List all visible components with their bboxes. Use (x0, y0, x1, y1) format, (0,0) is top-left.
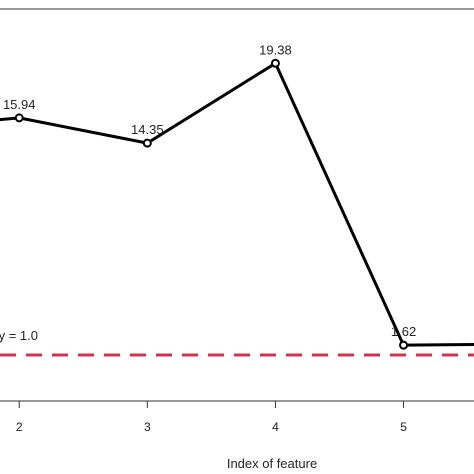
data-label: 1.62 (391, 324, 416, 339)
reference-line-label: y = 1.0 (0, 328, 38, 343)
data-point (399, 340, 409, 350)
x-tick-label: 3 (144, 420, 151, 434)
data-labels-group: 15.94 14.35 19.38 1.62 (3, 42, 416, 339)
reference-line-group: y = 1.0 (0, 328, 474, 357)
data-label: 14.35 (131, 122, 164, 137)
data-point (14, 113, 24, 123)
data-label: 19.38 (259, 42, 292, 57)
data-point (270, 58, 280, 68)
data-point (142, 138, 152, 148)
x-axis-title: Index of feature (227, 456, 317, 471)
x-tick-label: 4 (272, 420, 279, 434)
series-line (0, 61, 474, 347)
x-tick-label: 5 (400, 420, 407, 434)
x-tick-label: 2 (16, 420, 23, 434)
data-points-group (14, 58, 409, 350)
x-ticks-group: 2 3 4 5 (16, 401, 407, 434)
data-label: 15.94 (3, 97, 36, 112)
series-line-group (0, 61, 474, 347)
